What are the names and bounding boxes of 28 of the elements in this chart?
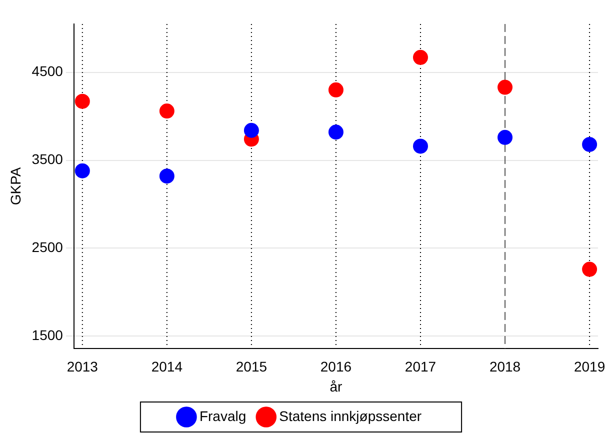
point xyxy=(582,262,598,277)
point xyxy=(159,168,174,184)
point xyxy=(244,122,259,138)
legend-label: Statens innkjøpssenter xyxy=(279,408,422,424)
y-tick-label: 4500 xyxy=(32,63,64,80)
point xyxy=(413,138,428,154)
legend-label: Fravalg xyxy=(199,408,246,424)
x-axis-title: år xyxy=(330,378,343,394)
point xyxy=(328,82,344,98)
point xyxy=(74,94,90,109)
y-tick-label: 1500 xyxy=(32,326,64,343)
point xyxy=(159,104,174,119)
y-axis-title: GKPA xyxy=(7,166,24,206)
point xyxy=(413,50,428,65)
x-tick-label: 2017 xyxy=(404,358,436,375)
x-tick-label: 2019 xyxy=(574,358,606,375)
y-tick-label: 2500 xyxy=(32,239,64,256)
point xyxy=(498,80,513,95)
point xyxy=(582,136,598,152)
x-tick-label: 2013 xyxy=(66,358,98,375)
y-tick-label: 3500 xyxy=(32,151,64,168)
x-tick-label: 2015 xyxy=(236,358,268,375)
point xyxy=(498,130,513,145)
x-tick-label: 2016 xyxy=(320,358,352,375)
point xyxy=(328,124,344,140)
x-tick-label: 2018 xyxy=(489,358,521,375)
x-tick-label: 2014 xyxy=(151,358,183,375)
point xyxy=(74,163,90,178)
